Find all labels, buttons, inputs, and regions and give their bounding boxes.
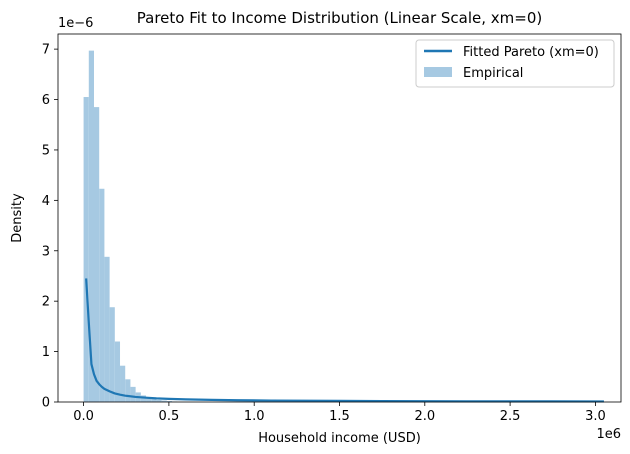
legend-label-empirical: Empirical	[463, 66, 523, 81]
y-tick-label: 3	[42, 244, 50, 259]
y-tick-label: 7	[42, 43, 50, 58]
histogram-bar	[120, 365, 126, 402]
legend-label-fitted: Fitted Pareto (xm=0)	[463, 45, 599, 60]
histogram-bar	[104, 256, 110, 402]
histogram-bar	[83, 97, 89, 402]
x-tick-label: 2.0	[414, 409, 435, 424]
y-tick-label: 2	[42, 295, 50, 310]
x-tick-label: 1.5	[329, 409, 350, 424]
histogram-bar	[93, 107, 100, 403]
x-tick-label: 3.0	[585, 409, 606, 424]
histogram-bar	[140, 395, 147, 402]
y-tick-label: 1	[42, 345, 50, 360]
legend-box	[415, 39, 615, 88]
y-tick-label: 6	[42, 93, 50, 108]
x-axis-ticks: 0.0 0.5 1.0 1.5 2.0 2.5 3.0	[73, 402, 606, 424]
y-tick-label: 0	[42, 396, 50, 411]
histogram-bars	[83, 50, 178, 403]
histogram-bar	[146, 397, 152, 402]
x-axis-label: Household income (USD)	[258, 431, 421, 446]
histogram-bar	[151, 398, 157, 402]
chart-title: Pareto Fit to Income Distribution (Linea…	[137, 9, 542, 27]
histogram-bar	[161, 400, 167, 402]
histogram-bar	[88, 50, 94, 402]
legend-patch-swatch	[424, 67, 452, 77]
histogram-bar	[156, 399, 162, 402]
x-tick-label: 2.5	[500, 409, 521, 424]
histogram-bar	[130, 386, 136, 402]
line-series	[85, 278, 604, 403]
histogram-bar	[166, 400, 173, 402]
histogram-bar	[99, 188, 105, 402]
x-tick-label: 1.0	[244, 409, 265, 424]
y-axis-ticks: 0 1 2 3 4 5 6 7	[42, 43, 58, 411]
histogram-bar	[114, 341, 121, 402]
x-tick-label: 0.5	[159, 409, 180, 424]
fitted-pareto-line	[85, 278, 604, 403]
histogram-bar	[125, 379, 131, 402]
legend: Fitted Pareto (xm=0) Empirical	[415, 39, 615, 88]
y-tick-label: 5	[42, 143, 50, 158]
x-tick-label: 0.0	[73, 409, 94, 424]
y-axis-label: Density	[10, 193, 25, 243]
histogram-bar	[109, 307, 115, 402]
y-offset-text: 1e−6	[58, 16, 93, 31]
x-offset-text: 1e6	[596, 427, 621, 442]
y-tick-label: 4	[42, 194, 50, 209]
